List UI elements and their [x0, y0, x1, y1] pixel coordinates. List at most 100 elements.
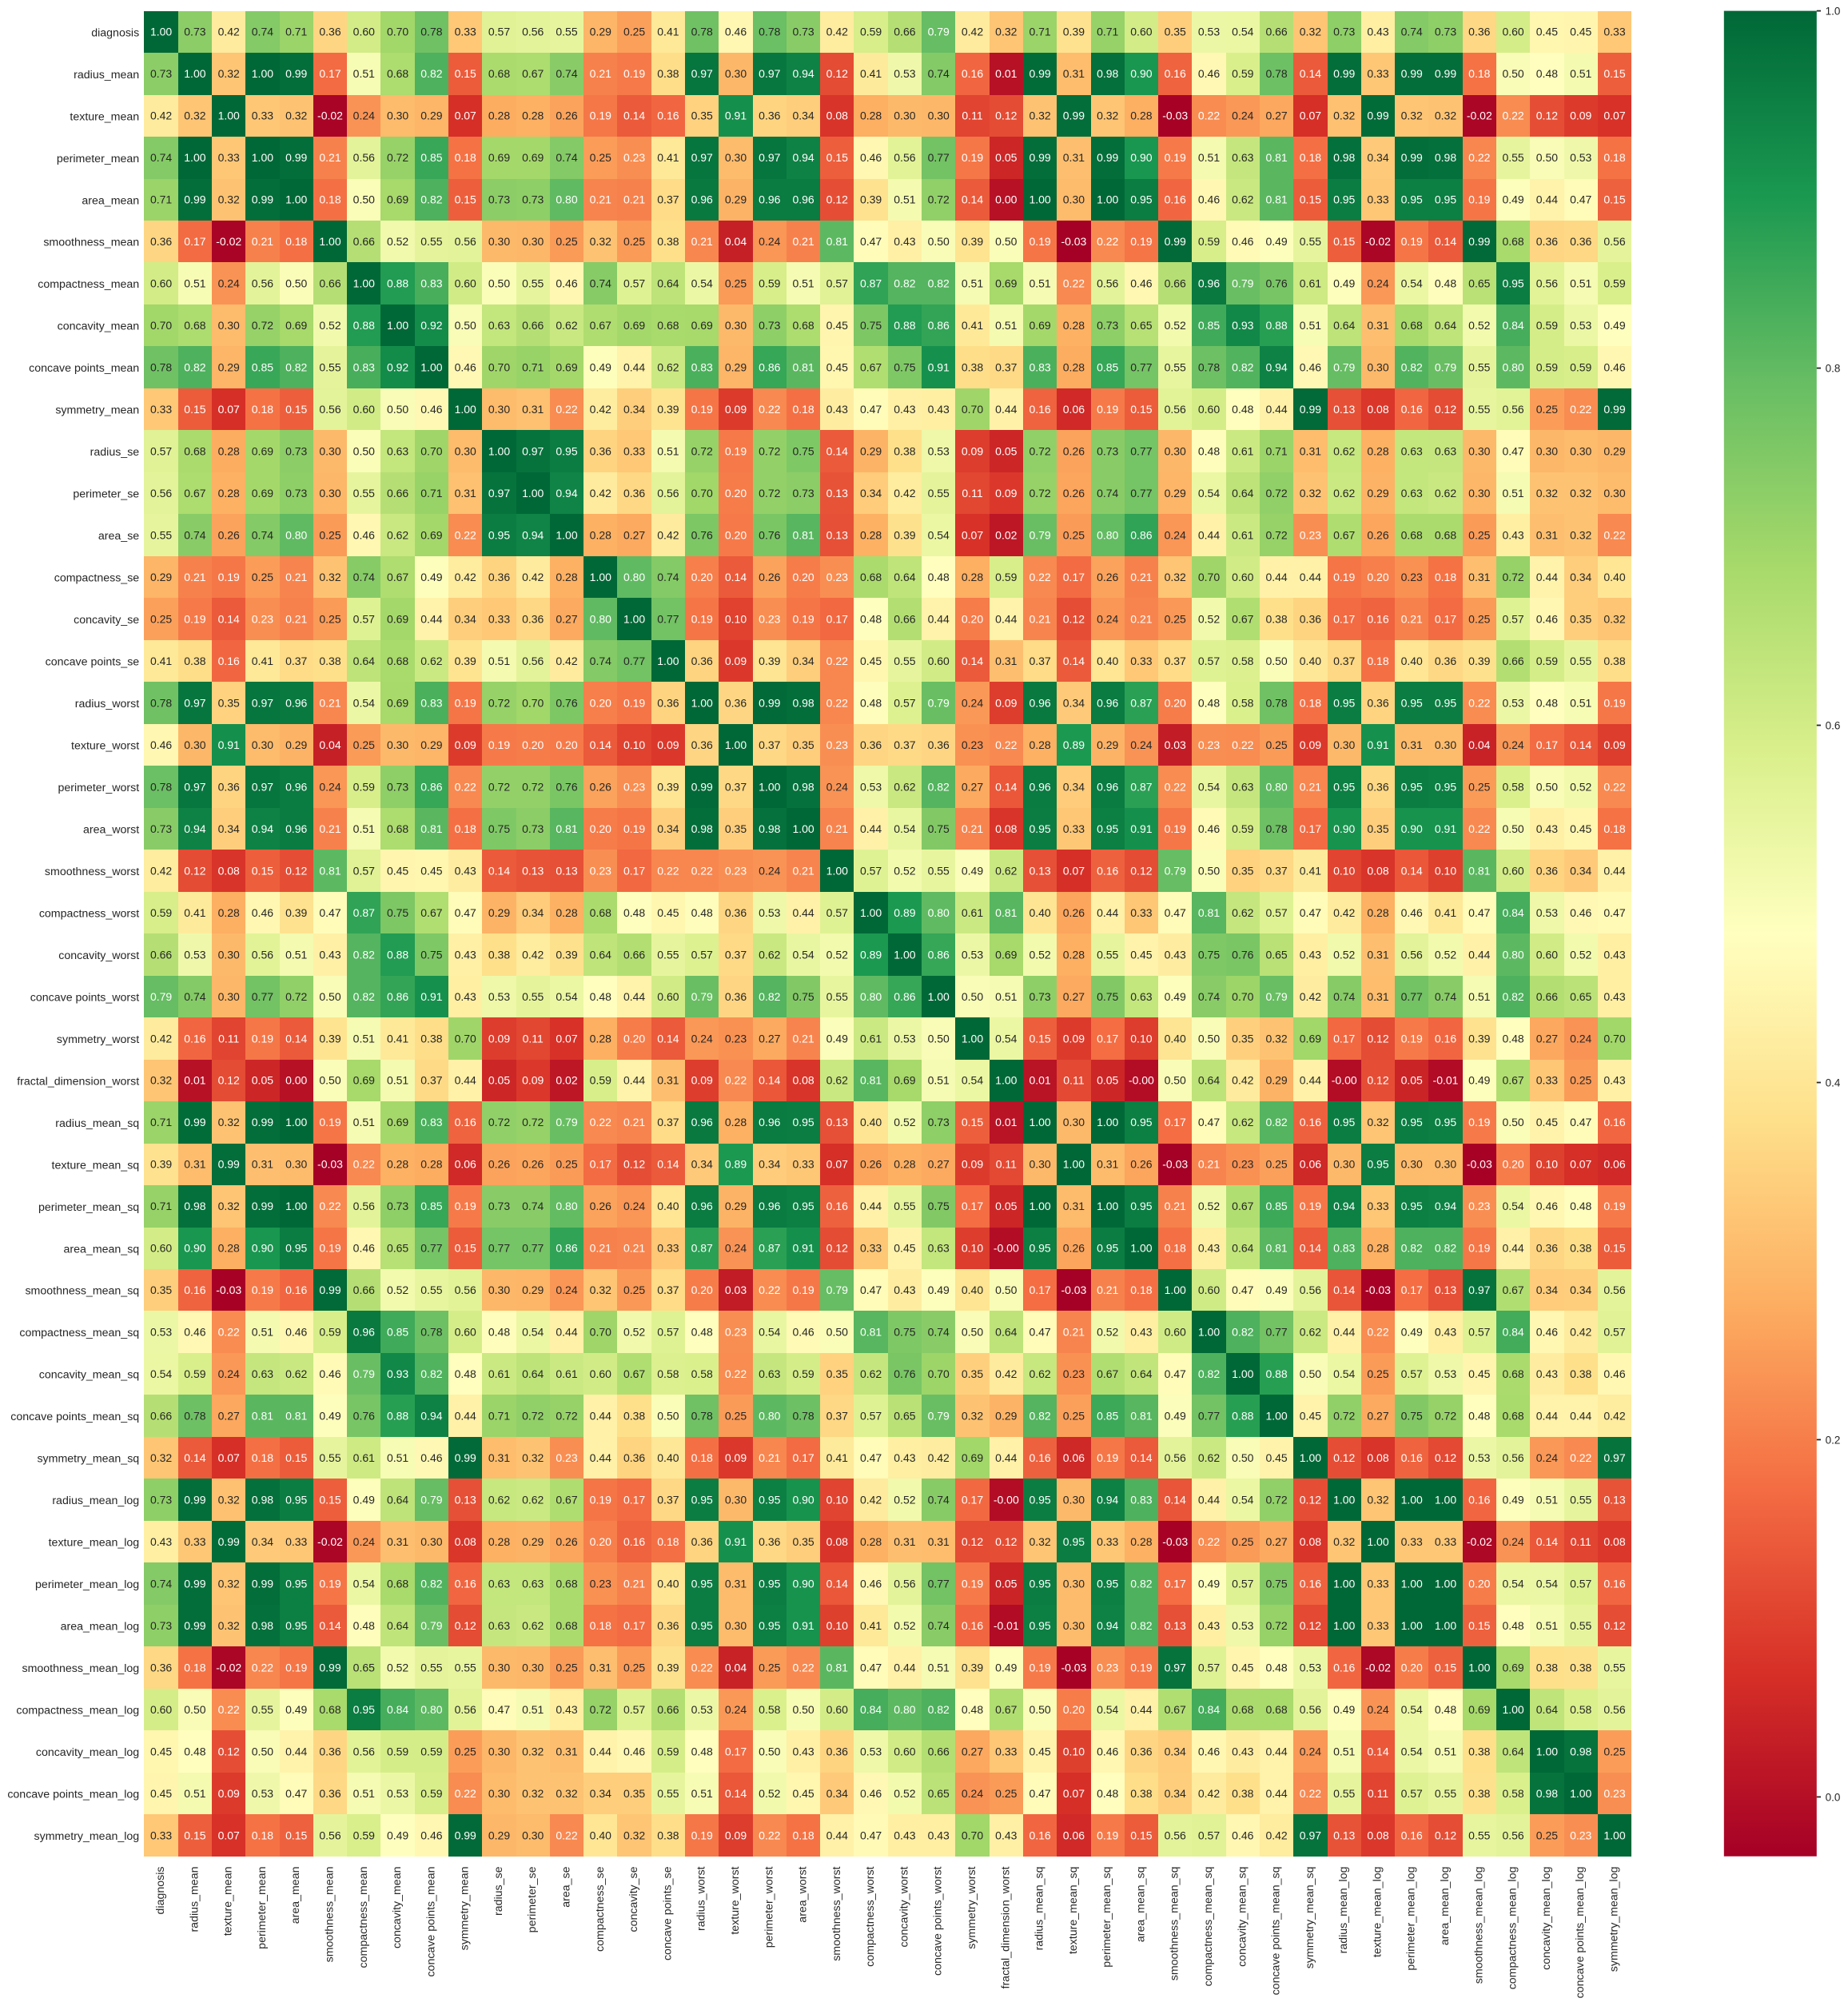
svg-text:0.08: 0.08	[1367, 1829, 1388, 1841]
svg-text:0.75: 0.75	[792, 990, 814, 1003]
svg-text:0.95: 0.95	[1333, 696, 1355, 709]
svg-text:0.25: 0.25	[1603, 1745, 1625, 1757]
svg-text:0.29: 0.29	[725, 193, 747, 206]
svg-text:0.36: 0.36	[218, 780, 240, 793]
svg-text:0.66: 0.66	[1536, 990, 1558, 1003]
svg-text:0.94: 0.94	[522, 529, 544, 542]
svg-text:0.38: 0.38	[1570, 1367, 1591, 1380]
svg-text:0.17: 0.17	[623, 1494, 645, 1506]
svg-text:0.51: 0.51	[1468, 990, 1490, 1003]
svg-text:0.24: 0.24	[319, 780, 341, 793]
svg-text:smoothness_mean_log: smoothness_mean_log	[1472, 1867, 1485, 1984]
svg-text:0.42: 0.42	[522, 571, 544, 583]
svg-text:0.38: 0.38	[488, 948, 510, 961]
svg-text:0.30: 0.30	[387, 109, 408, 122]
svg-text:0.59: 0.59	[420, 1745, 442, 1757]
svg-text:0.08: 0.08	[995, 822, 1017, 835]
svg-text:0.66: 0.66	[387, 487, 408, 500]
svg-text:0.68: 0.68	[556, 1578, 577, 1590]
svg-text:0.84: 0.84	[1502, 906, 1523, 919]
svg-text:0.46: 0.46	[1198, 822, 1220, 835]
svg-text:0.38: 0.38	[623, 1410, 645, 1423]
svg-text:0.88: 0.88	[387, 1410, 408, 1423]
svg-text:0.68: 0.68	[590, 906, 611, 919]
svg-text:0.65: 0.65	[928, 1787, 950, 1800]
svg-text:0.59: 0.59	[387, 1745, 408, 1757]
svg-text:0.72: 0.72	[759, 445, 780, 458]
svg-text:0.44: 0.44	[995, 403, 1017, 416]
svg-text:0.83: 0.83	[1130, 1494, 1152, 1506]
svg-text:0.46: 0.46	[353, 529, 375, 542]
svg-text:symmetry_mean_sq: symmetry_mean_sq	[37, 1453, 139, 1466]
svg-text:0.49: 0.49	[319, 1410, 341, 1423]
svg-text:0.63: 0.63	[387, 445, 408, 458]
svg-text:0.60: 0.60	[353, 26, 375, 38]
svg-text:0.32: 0.32	[1097, 109, 1118, 122]
svg-text:0.40: 0.40	[1603, 571, 1625, 583]
svg-text:0.40: 0.40	[657, 1200, 679, 1212]
svg-text:0.60: 0.60	[1232, 571, 1253, 583]
svg-text:0.25: 0.25	[623, 26, 645, 38]
svg-text:0.19: 0.19	[1097, 403, 1118, 416]
svg-text:0.66: 0.66	[353, 235, 375, 248]
svg-text:1.00: 1.00	[691, 696, 713, 709]
svg-text:diagnosis: diagnosis	[91, 26, 139, 39]
svg-text:0.86: 0.86	[928, 319, 950, 332]
svg-text:0.34: 0.34	[792, 109, 814, 122]
svg-text:0.60: 0.60	[150, 1242, 172, 1255]
svg-text:0.14: 0.14	[725, 571, 747, 583]
svg-text:0.09: 0.09	[725, 1829, 747, 1841]
svg-text:0.43: 0.43	[928, 403, 950, 416]
svg-text:0.61: 0.61	[962, 906, 983, 919]
svg-text:0.36: 0.36	[1570, 235, 1591, 248]
svg-text:0.49: 0.49	[1165, 990, 1186, 1003]
svg-text:1.00: 1.00	[1097, 1116, 1118, 1128]
svg-text:0.31: 0.31	[1367, 990, 1388, 1003]
svg-text:0.53: 0.53	[860, 1745, 882, 1757]
svg-text:0.43: 0.43	[455, 990, 476, 1003]
svg-text:0.16: 0.16	[1029, 1829, 1050, 1841]
svg-text:0.26: 0.26	[1063, 445, 1085, 458]
svg-text:0.71: 0.71	[522, 361, 544, 374]
svg-text:0.78: 0.78	[1198, 361, 1220, 374]
svg-text:0.19: 0.19	[1468, 193, 1490, 206]
svg-text:0.34: 0.34	[1063, 696, 1085, 709]
svg-text:0.82: 0.82	[894, 277, 915, 290]
svg-text:0.71: 0.71	[150, 1116, 172, 1128]
svg-text:0.09: 0.09	[488, 1032, 510, 1045]
svg-text:0.57: 0.57	[150, 445, 172, 458]
svg-text:0.49: 0.49	[1265, 1284, 1287, 1296]
svg-text:0.17: 0.17	[725, 1745, 747, 1757]
svg-text:0.50: 0.50	[995, 1284, 1017, 1296]
svg-text:0.52: 0.52	[894, 1619, 915, 1632]
svg-text:0.98: 0.98	[252, 1619, 273, 1632]
svg-text:0.77: 0.77	[623, 655, 645, 667]
svg-text:0.97: 0.97	[691, 67, 713, 80]
svg-text:0.54: 0.54	[1502, 1200, 1523, 1212]
svg-text:0.90: 0.90	[792, 1578, 814, 1590]
svg-text:0.69: 0.69	[353, 1074, 375, 1087]
svg-text:0.16: 0.16	[1029, 403, 1050, 416]
svg-text:0.22: 0.22	[556, 403, 577, 416]
svg-text:0.54: 0.54	[1232, 26, 1253, 38]
svg-text:0.46: 0.46	[1401, 906, 1423, 919]
svg-text:0.13: 0.13	[826, 487, 848, 500]
svg-text:1.00: 1.00	[1603, 1829, 1625, 1841]
svg-text:0.64: 0.64	[1435, 319, 1456, 332]
svg-text:0.16: 0.16	[657, 109, 679, 122]
svg-text:0.91: 0.91	[792, 1619, 814, 1632]
svg-text:0.21: 0.21	[691, 235, 713, 248]
svg-text:0.84: 0.84	[1198, 1703, 1220, 1716]
svg-text:0.70: 0.70	[387, 26, 408, 38]
svg-text:0.52: 0.52	[1570, 948, 1591, 961]
svg-text:0.95: 0.95	[1130, 1116, 1152, 1128]
svg-text:0.63: 0.63	[488, 319, 510, 332]
svg-text:0.19: 0.19	[319, 1578, 341, 1590]
svg-text:0.74: 0.74	[184, 990, 205, 1003]
svg-text:0.14: 0.14	[623, 109, 645, 122]
svg-text:0.20: 0.20	[792, 571, 814, 583]
svg-text:0.73: 0.73	[522, 193, 544, 206]
svg-text:0.97: 0.97	[691, 151, 713, 164]
svg-text:0.53: 0.53	[962, 948, 983, 961]
svg-text:0.42: 0.42	[1198, 1787, 1220, 1800]
